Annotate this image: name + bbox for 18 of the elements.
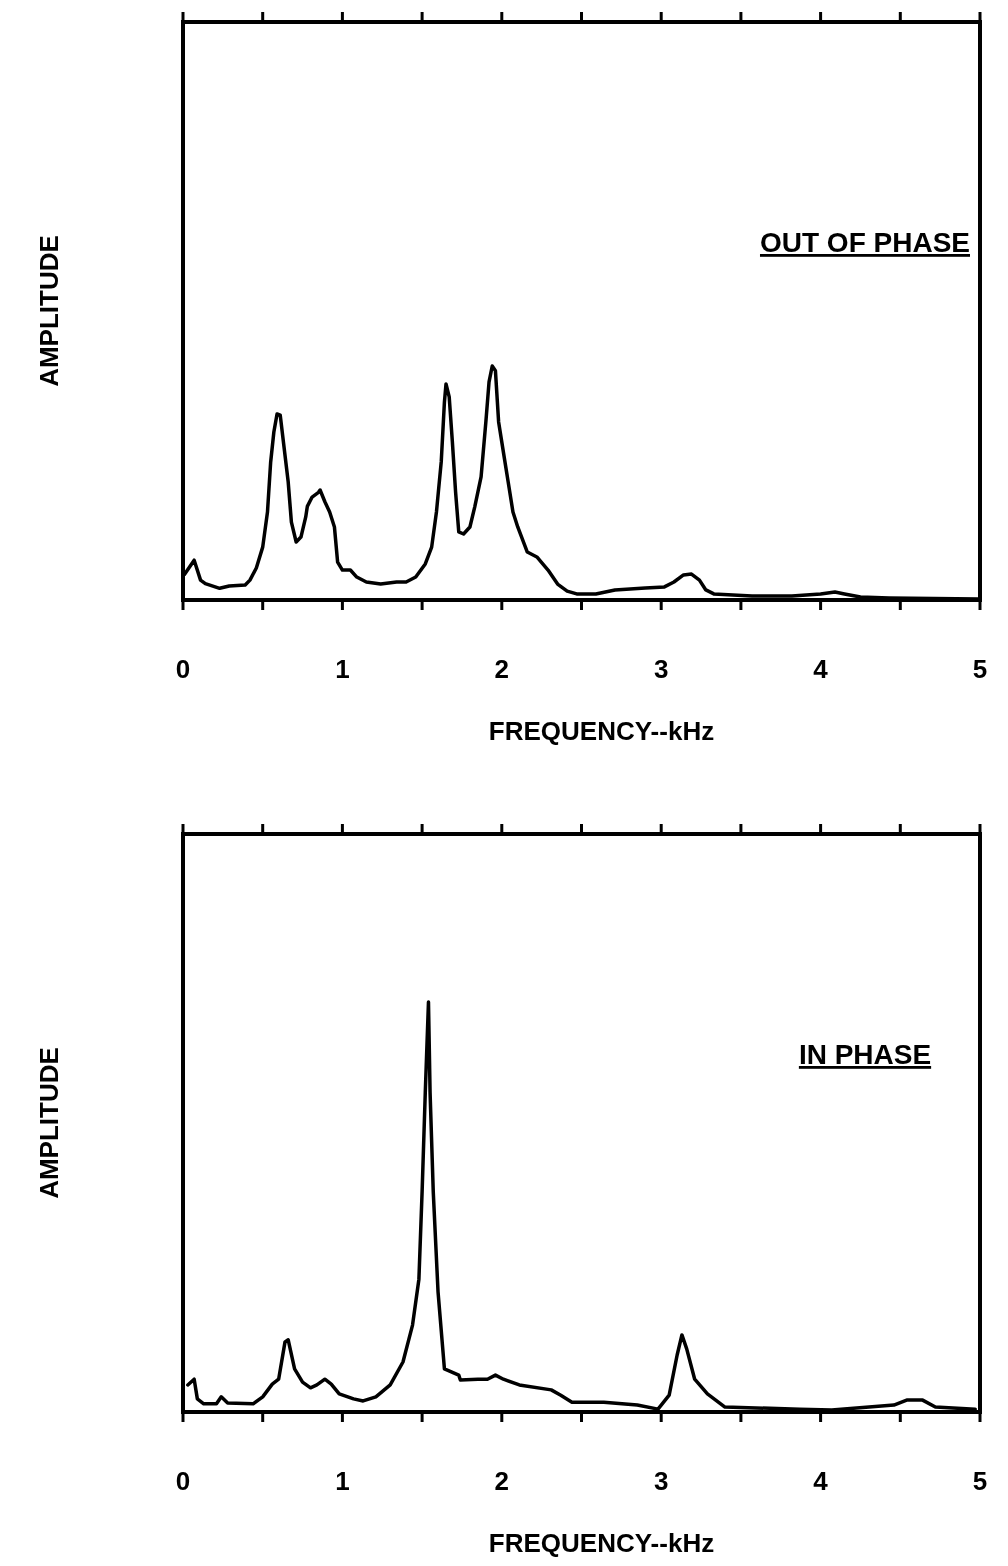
x-tick-label: 2 <box>494 1466 510 1496</box>
x-tick-label: 5 <box>972 654 988 684</box>
x-tick-label: 3 <box>653 1466 669 1496</box>
x-tick-label: 4 <box>813 1466 829 1496</box>
x-tick-label: 0 <box>175 654 191 684</box>
x-tick-label: 2 <box>494 654 510 684</box>
x-tick-label: 3 <box>653 654 669 684</box>
x-tick-label: 4 <box>813 654 829 684</box>
x-tick-label: 0 <box>175 1466 191 1496</box>
x-tick-label: 1 <box>335 1466 350 1496</box>
x-axis-title: FREQUENCY--kHz <box>488 716 715 746</box>
x-tick-label: 1 <box>335 654 350 684</box>
y-axis-title: AMPLITUDE <box>34 1047 64 1199</box>
x-tick-label: 5 <box>972 1466 988 1496</box>
annotation: IN PHASE <box>798 1039 932 1070</box>
x-axis-title: FREQUENCY--kHz <box>488 1528 715 1558</box>
text: OUT OF PHASE <box>759 227 971 258</box>
y-axis-title: AMPLITUDE <box>34 235 64 387</box>
